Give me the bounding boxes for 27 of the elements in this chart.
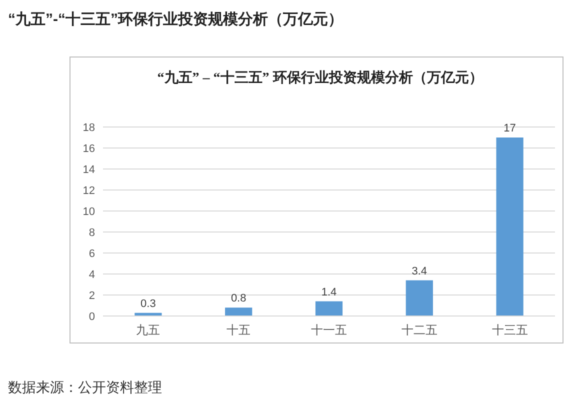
x-tick-label: 十二五	[401, 323, 438, 337]
x-tick-label: 十五	[226, 323, 251, 337]
data-label: 17	[504, 122, 516, 134]
y-tick-label: 16	[82, 143, 95, 155]
bar	[406, 280, 433, 316]
bar	[225, 308, 252, 316]
y-tick-label: 12	[82, 185, 95, 197]
data-label: 1.4	[321, 286, 337, 298]
y-tick-label: 2	[88, 290, 95, 302]
data-label: 0.3	[140, 298, 156, 310]
chart-title: “九五”-“十三五”环保行业投资规模分析（万亿元）	[8, 11, 343, 28]
source-note: 数据来源：公开资料整理	[8, 379, 162, 395]
bar	[496, 138, 524, 316]
y-tick-label: 10	[82, 206, 95, 218]
y-tick-label: 0	[88, 311, 95, 323]
chart-subtitle: “九五” – “十三五” 环保行业投资规模分析（万亿元）	[157, 70, 483, 86]
y-tick-label: 8	[88, 227, 95, 239]
bar	[315, 301, 343, 316]
y-tick-label: 14	[82, 164, 95, 176]
y-tick-label: 6	[88, 248, 95, 260]
y-tick-label: 18	[82, 122, 95, 134]
x-tick-label: 十一五	[311, 323, 347, 337]
x-tick-label: 十三五	[492, 323, 528, 337]
data-label: 3.4	[412, 265, 428, 278]
data-label: 0.8	[230, 292, 246, 305]
y-tick-label: 4	[88, 269, 95, 281]
x-tick-label: 九五	[136, 323, 160, 337]
